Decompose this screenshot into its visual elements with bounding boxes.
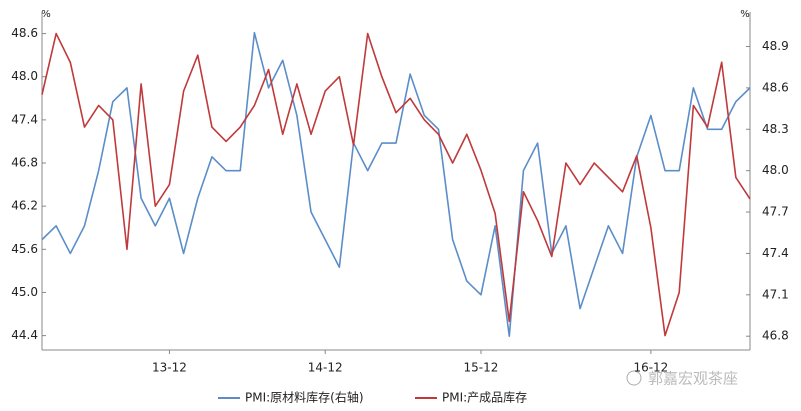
x-tick-label: 13-12	[152, 361, 187, 375]
y-tick-label: 46.2	[11, 199, 38, 213]
y-unit: %	[41, 9, 51, 20]
y2-tick-label: 48.9	[762, 39, 789, 53]
y2-tick-label: 47.7	[762, 205, 789, 219]
y-tick-label: 46.8	[11, 156, 38, 170]
y-tick-label: 45.0	[11, 285, 38, 299]
y-tick-label: 48.0	[11, 69, 38, 83]
y2-tick-label: 48.3	[762, 122, 789, 136]
y-tick-label: 44.4	[11, 328, 38, 342]
x-tick-label: 16-12	[633, 361, 668, 375]
y-tick-label: 47.4	[11, 112, 38, 126]
watermark: 郭嘉宏观茶座	[648, 370, 738, 388]
legend-label: PMI:原材料库存(右轴)	[245, 390, 364, 405]
y2-tick-label: 46.8	[762, 329, 789, 343]
series-line	[41, 32, 751, 337]
watermark-icon	[626, 370, 642, 386]
legend-label: PMI:产成品库存	[442, 390, 527, 405]
x-tick-label: 14-12	[308, 361, 343, 375]
y2-unit: %	[740, 9, 750, 20]
y2-tick-label: 48.0	[762, 163, 789, 177]
y2-tick-label: 47.1	[762, 287, 789, 301]
y2-tick-label: 48.6	[762, 80, 789, 94]
x-tick-label: 15-12	[464, 361, 499, 375]
y2-tick-label: 47.4	[762, 246, 789, 260]
y-tick-label: 48.6	[11, 26, 38, 40]
y-tick-label: 45.6	[11, 242, 38, 256]
series-line	[41, 31, 751, 337]
